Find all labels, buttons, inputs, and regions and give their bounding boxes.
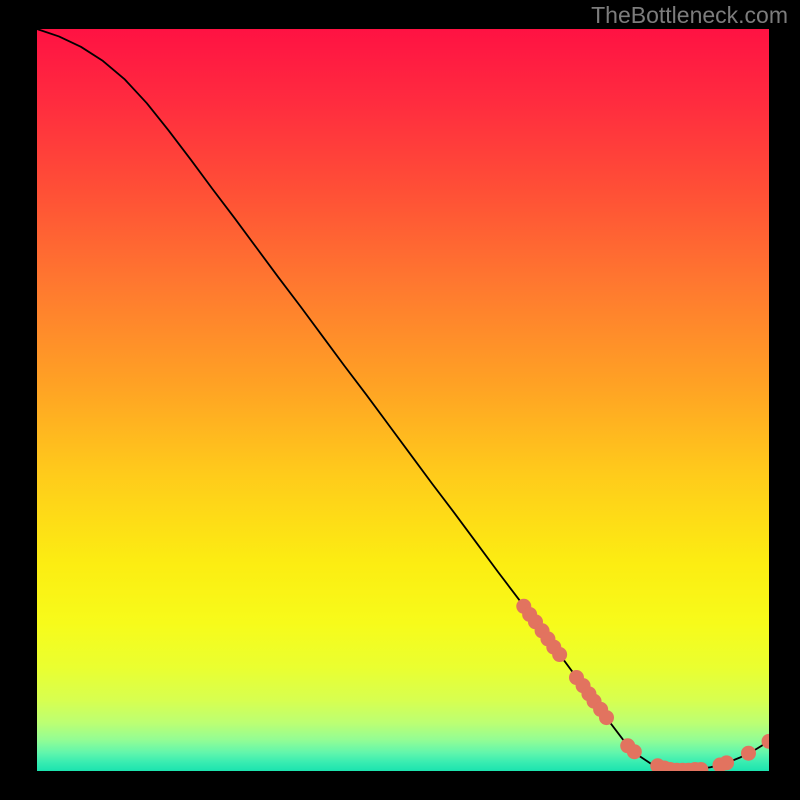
chart-root: TheBottleneck.com bbox=[0, 0, 800, 800]
data-marker bbox=[741, 746, 756, 761]
data-marker bbox=[627, 744, 642, 759]
data-marker bbox=[552, 647, 567, 662]
data-marker bbox=[719, 755, 734, 770]
plot-area bbox=[37, 29, 769, 771]
watermark-text: TheBottleneck.com bbox=[591, 2, 788, 29]
data-marker bbox=[599, 710, 614, 725]
chart-svg bbox=[37, 29, 769, 771]
gradient-background bbox=[37, 29, 769, 771]
